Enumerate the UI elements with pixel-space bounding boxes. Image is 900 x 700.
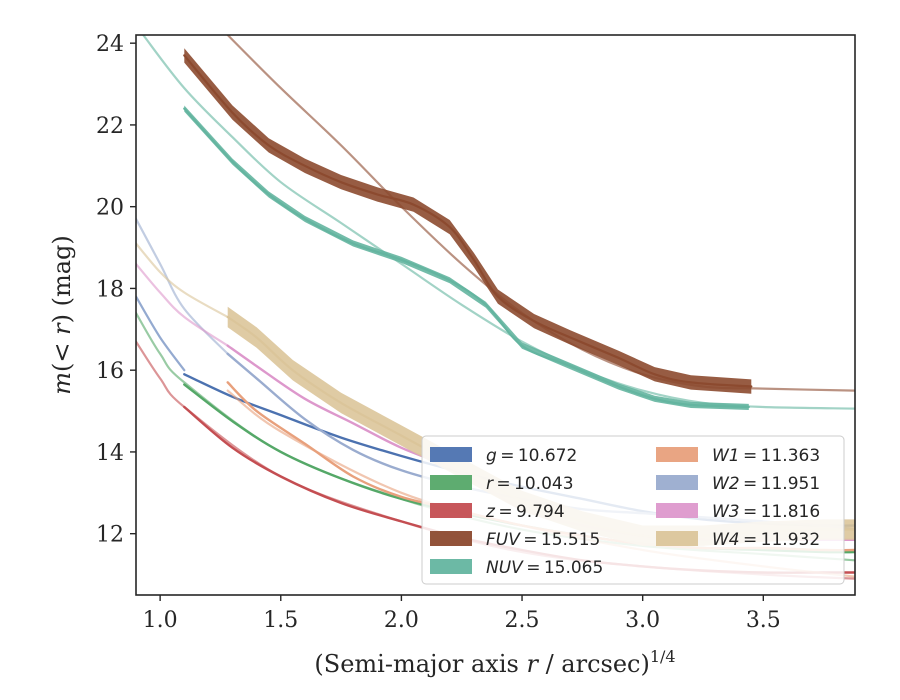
x-tick-label: 2.0 xyxy=(384,608,419,633)
legend-label-FUV: FUV = 15.515 xyxy=(486,530,600,550)
series-g-extrapolation xyxy=(136,295,186,372)
legend-swatch-z xyxy=(430,503,472,518)
x-tick-label: 3.0 xyxy=(625,608,660,633)
y-tick-label: 20 xyxy=(96,196,124,221)
legend-label-W2: W2 = 11.951 xyxy=(712,474,820,494)
legend-swatch-r xyxy=(430,475,472,490)
legend-label-W3: W3 = 11.816 xyxy=(712,502,820,522)
legend-box xyxy=(421,435,845,585)
legend: g = 10.672 r = 10.043 z = 9.794 FUV = 15.51… xyxy=(421,435,845,585)
y-tick-label: 12 xyxy=(96,523,124,548)
legend-label-NUV: NUV = 15.065 xyxy=(486,558,603,578)
x-tick-label: 1.0 xyxy=(143,608,178,633)
x-tick-label: 2.5 xyxy=(505,608,540,633)
legend-swatch-W2 xyxy=(656,475,698,490)
legend-label-W4: W4 = 11.932 xyxy=(712,530,820,550)
legend-label-z: z = 9.794 xyxy=(485,502,565,522)
legend-swatch-W3 xyxy=(656,503,698,518)
y-tick-label: 14 xyxy=(96,441,124,466)
x-axis-title: (Semi-major axis r / arcsec)1/4 xyxy=(314,647,675,678)
series-NUV-profile xyxy=(183,107,750,409)
legend-swatch-FUV xyxy=(430,531,472,546)
legend-swatch-g xyxy=(430,447,472,462)
y-tick-label: 24 xyxy=(96,32,124,57)
series-W4-extrapolation xyxy=(136,242,229,319)
legend-swatch-NUV xyxy=(430,559,472,574)
y-tick-label: 18 xyxy=(96,277,124,302)
y-axis-title: m(< r) (mag) xyxy=(48,235,76,395)
y-tick-label: 22 xyxy=(96,114,124,139)
axis-layer: 1.0 1.5 2.0 2.5 3.0 3.5 12 14 16 18 20 22 24 xyxy=(96,32,781,633)
plot-frame xyxy=(135,34,856,596)
series-FUV-profile xyxy=(183,54,753,388)
legend-label-g: g = 10.672 xyxy=(486,446,577,466)
x-tick-label: 1.5 xyxy=(263,608,298,633)
legend-label-r: r = 10.043 xyxy=(486,474,574,494)
legend-swatch-W4 xyxy=(656,531,698,546)
legend-swatch-W1 xyxy=(656,447,698,462)
legend-label-W1: W1 = 11.363 xyxy=(712,446,820,466)
series-W3-extrapolation xyxy=(136,262,229,347)
y-tick-label: 16 xyxy=(96,359,124,384)
x-tick-label: 3.5 xyxy=(746,608,781,633)
